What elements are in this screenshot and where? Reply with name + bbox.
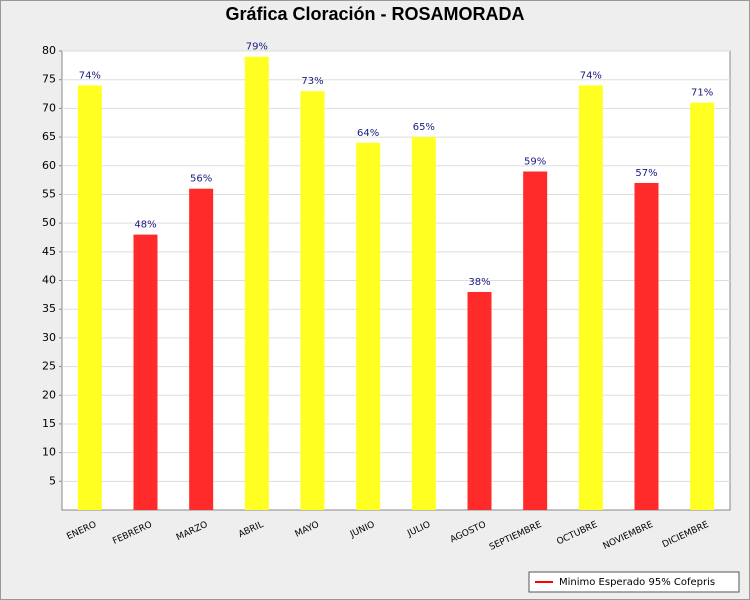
y-tick-label: 80: [42, 44, 56, 57]
bar: [244, 56, 269, 511]
bar: [578, 85, 603, 511]
y-tick-label: 70: [42, 101, 56, 114]
y-tick-label: 5: [49, 474, 56, 487]
y-tick-label: 50: [42, 216, 56, 229]
bar: [77, 85, 102, 511]
data-label: 79%: [246, 42, 268, 53]
bar: [523, 171, 548, 511]
y-tick-label: 25: [42, 360, 56, 373]
y-tick-label: 10: [42, 446, 56, 459]
data-label: 57%: [635, 168, 657, 179]
data-label: 59%: [524, 156, 546, 167]
bar: [133, 234, 158, 510]
data-label: 74%: [79, 70, 101, 81]
data-label: 56%: [190, 174, 212, 185]
y-tick-label: 15: [42, 417, 56, 430]
chart-title: Gráfica Cloración - ROSAMORADA: [225, 4, 524, 24]
bar: [411, 137, 436, 510]
y-tick-label: 40: [42, 274, 56, 287]
legend-box: [528, 571, 740, 593]
data-label: 74%: [580, 70, 602, 81]
data-label: 48%: [134, 220, 156, 231]
y-tick-label: 20: [42, 388, 56, 401]
data-label: 38%: [468, 277, 490, 288]
y-tick-label: 55: [42, 187, 56, 200]
data-label: 65%: [413, 122, 435, 133]
bar: [189, 188, 214, 510]
bar: [690, 102, 715, 510]
data-label: 64%: [357, 128, 379, 139]
y-tick-label: 35: [42, 302, 56, 315]
y-tick-label: 45: [42, 245, 56, 258]
legend-label: Minimo Esperado 95% Cofepris: [559, 577, 715, 588]
bar: [467, 291, 492, 510]
y-tick-label: 60: [42, 159, 56, 172]
y-tick-label: 65: [42, 130, 56, 143]
y-tick-label: 75: [42, 73, 56, 86]
bar: [356, 142, 381, 511]
y-tick-label: 30: [42, 331, 56, 344]
data-label: 73%: [301, 76, 323, 87]
data-label: 71%: [691, 88, 713, 99]
bar: [300, 91, 325, 510]
bar: [634, 182, 659, 510]
